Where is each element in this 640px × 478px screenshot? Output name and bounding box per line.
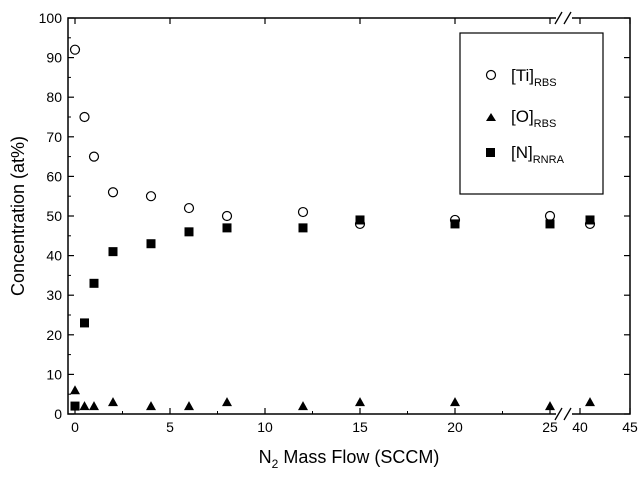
axis-break-slash <box>554 11 563 25</box>
y-tick-label: 90 <box>46 50 62 66</box>
x-tick-label: 0 <box>71 419 79 435</box>
legend-box <box>459 32 604 195</box>
legend-marker-n <box>486 148 495 157</box>
n-point <box>184 227 194 237</box>
n-point <box>222 223 232 233</box>
y-tick-label: 20 <box>46 327 62 343</box>
x-tick-label: 10 <box>257 419 273 435</box>
legend-marker-o <box>486 113 496 121</box>
o-point <box>298 401 308 411</box>
n-point <box>545 219 555 229</box>
legend-label-ti: [Ti]RBS <box>511 66 557 89</box>
axis-break-gap <box>556 410 572 418</box>
x-tick-label: 25 <box>542 419 558 435</box>
ti-point <box>544 210 556 222</box>
y-tick-label: 30 <box>46 287 62 303</box>
ti-point <box>88 151 100 162</box>
ti-point <box>145 191 157 202</box>
legend-marker-ti <box>485 69 497 81</box>
n-point <box>146 239 156 249</box>
n-point <box>70 401 80 411</box>
o-point <box>108 397 118 407</box>
o-point <box>545 401 555 411</box>
ti-point <box>297 206 309 218</box>
axis-break-gap <box>556 14 572 22</box>
axis-break-slash <box>563 407 572 421</box>
n-point <box>108 247 118 257</box>
ti-point <box>107 187 119 198</box>
o-point <box>79 401 90 411</box>
n-point <box>298 223 308 233</box>
n-point <box>355 215 365 225</box>
o-point <box>184 401 194 411</box>
axis-ticks: 0 10 20 30 40 50 60 70 80 90 100 0 5 10 15 20 25 40 45 <box>39 10 638 435</box>
o-point <box>146 401 156 411</box>
x-tick-label: 15 <box>352 419 368 435</box>
y-tick-label: 80 <box>46 89 62 105</box>
y-tick-label: 0 <box>54 406 62 422</box>
axis-break-slash <box>563 11 572 25</box>
x-tick-label: 40 <box>572 419 588 435</box>
y-axis-title: Concentration (at%) <box>8 136 28 296</box>
legend-label-o: [O]RBS <box>511 107 556 130</box>
o-point <box>585 397 595 407</box>
x-tick-label: 5 <box>166 419 174 435</box>
ti-point <box>69 44 81 55</box>
ti-point <box>183 202 195 214</box>
y-tick-label: 100 <box>39 10 63 26</box>
o-point <box>222 397 232 407</box>
o-point <box>450 397 460 407</box>
n-point <box>450 219 460 229</box>
o-point <box>70 385 80 395</box>
y-tick-label: 10 <box>46 366 62 382</box>
x-axis-title: N2 Mass Flow (SCCM) <box>259 447 440 471</box>
y-tick-label: 60 <box>46 168 62 184</box>
y-tick-label: 70 <box>46 129 62 145</box>
o-point <box>89 401 99 411</box>
y-tick-label: 40 <box>46 248 62 264</box>
legend: [Ti]RBS [O]RBS [N]RNRA <box>459 32 604 195</box>
n-point <box>89 278 99 288</box>
x-tick-label: 45 <box>622 419 638 435</box>
ti-point <box>221 210 233 222</box>
legend-label-n: [N]RNRA <box>511 143 565 166</box>
axis-break-marks <box>554 11 572 421</box>
o-point <box>355 397 365 407</box>
n-point <box>80 318 89 328</box>
x-tick-label: 20 <box>447 419 463 435</box>
ti-point <box>79 111 90 123</box>
y-tick-label: 50 <box>46 208 62 224</box>
axis-break-slash <box>554 407 563 421</box>
n-point <box>585 215 595 225</box>
data-points <box>69 44 596 411</box>
